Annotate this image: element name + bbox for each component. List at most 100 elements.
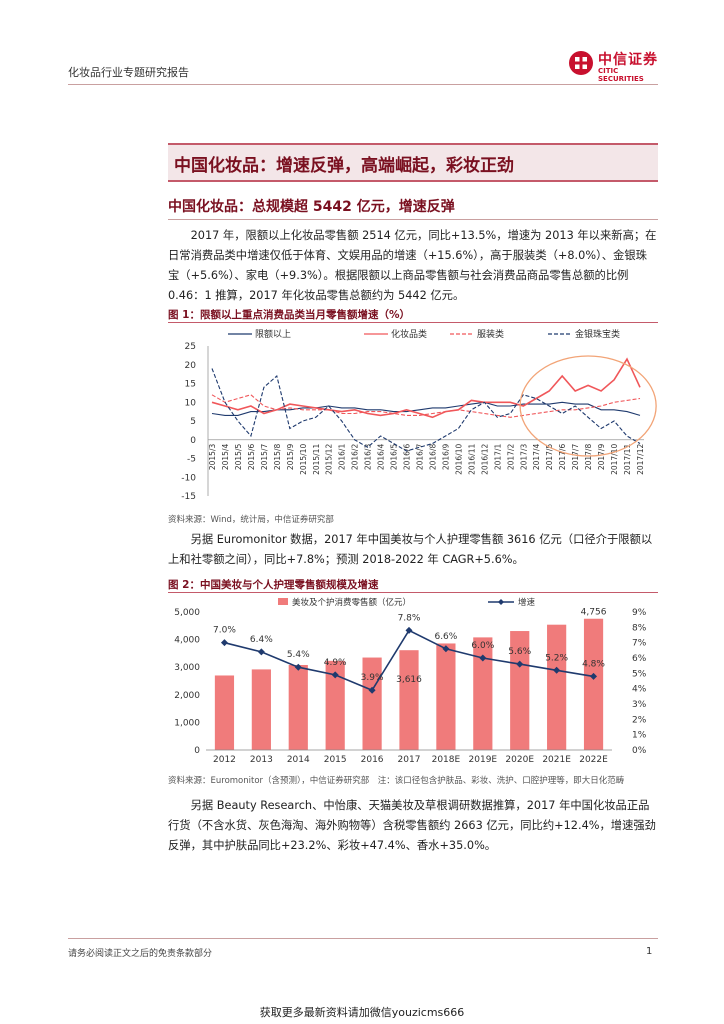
y-right-tick-label: 0% [632, 746, 647, 756]
paragraph-3: 另据 Beauty Research、中怡康、天猫美妆及草根调研数据推算，201… [168, 796, 658, 856]
growth-marker [405, 626, 413, 634]
x-tick-label: 2017/12 [636, 444, 645, 475]
y-right-tick-label: 3% [632, 700, 647, 710]
x-tick-label: 2015/3 [208, 444, 217, 471]
bar-2021E [547, 624, 567, 750]
x-tick-label: 2016/9 [441, 444, 450, 471]
paragraph-2: 另据 Euromonitor 数据，2017 年中国美妆与个人护理零售额 361… [168, 530, 658, 570]
growth-value-label: 7.8% [398, 613, 421, 623]
y-left-tick-label: 5,000 [174, 608, 200, 618]
bar-value-label: 4,756 [581, 608, 607, 618]
x-tick-label: 2016/3 [364, 444, 373, 471]
paragraph-1-text: 2017 年，限额以上化妆品零售额 2514 亿元，同比+13.5%，增速为 2… [168, 229, 657, 302]
x-tick-label: 2016/6 [403, 444, 412, 471]
x-tick-label: 2013 [250, 755, 273, 765]
paragraph-2-text: 另据 Euromonitor 数据，2017 年中国美妆与个人护理零售额 361… [168, 533, 653, 566]
x-tick-label: 2015/12 [325, 444, 334, 475]
x-tick-label: 2017/8 [584, 444, 593, 471]
x-tick-label: 2015/5 [234, 444, 243, 471]
bar-2018E [436, 643, 456, 750]
bottom-watermark-note: 获取更多最新资料请加微信youzicms666 [259, 1006, 465, 1019]
bar-2020E [510, 631, 530, 750]
y-right-tick-label: 2% [632, 715, 647, 725]
y-tick-label: -5 [187, 455, 196, 465]
y-right-tick-label: 4% [632, 685, 647, 695]
y-tick-label: 25 [185, 342, 196, 352]
figure-2-source: 资料来源：Euromonitor（含预测），中信证券研究部 注：该口径包含护肤品… [168, 776, 625, 786]
header-divider [68, 84, 658, 85]
x-tick-label: 2017/6 [558, 444, 567, 471]
logo-text-en: CITIC SECURITIES [598, 67, 644, 83]
section-title: 中国化妆品：总规模超 5442 亿元，增速反弹 [168, 199, 455, 215]
bar-2014 [288, 664, 308, 750]
x-tick-label: 2017/3 [519, 444, 528, 471]
legend-bar-label: 美妆及个护消费零售额（亿元） [292, 597, 411, 608]
x-tick-label: 2017/1 [493, 444, 502, 471]
growth-value-label: 4.9% [324, 658, 347, 668]
growth-marker [368, 686, 376, 694]
growth-value-label: 6.6% [434, 632, 457, 642]
y-left-tick-label: 4,000 [174, 636, 200, 646]
y-tick-label: -15 [181, 492, 196, 502]
citic-logo-icon [569, 51, 593, 75]
y-right-tick-label: 6% [632, 654, 647, 664]
y-right-tick-label: 5% [632, 669, 647, 679]
x-tick-label: 2016/11 [467, 444, 476, 475]
x-tick-label: 2017 [398, 755, 421, 765]
bar-2022E [583, 618, 604, 750]
growth-marker [553, 666, 561, 674]
legend-line-marker [498, 599, 504, 605]
x-tick-label: 2015/7 [260, 444, 269, 471]
chapter-banner: 中国化妆品：增速反弹，高端崛起，彩妆正劲 [168, 143, 658, 182]
growth-value-label: 6.4% [250, 635, 273, 645]
citic-logo: 中信证券 CITIC SECURITIES [568, 48, 660, 83]
x-tick-label: 2020E [505, 755, 534, 765]
bar-2016 [362, 657, 382, 750]
x-tick-label: 2015/6 [247, 444, 256, 471]
growth-marker [294, 663, 302, 671]
bar-2015 [325, 660, 345, 750]
figure-1-source: 资料来源：Wind，统计局，中信证券研究部 [168, 515, 334, 525]
page-number: 1 [646, 946, 653, 957]
growth-marker [331, 671, 339, 679]
growth-value-label: 5.4% [287, 650, 310, 660]
legend-line-label: 增速 [518, 597, 536, 608]
growth-value-label: 6.0% [471, 641, 494, 651]
x-tick-label: 2016/7 [416, 444, 425, 471]
x-tick-label: 2016/2 [351, 444, 360, 471]
growth-value-label: 7.0% [213, 626, 236, 636]
x-tick-label: 2017/5 [545, 444, 554, 471]
figure-2-combo-chart: 美妆及个护消费零售额（亿元） 增速 5,000 4,000 3,000 2,000 1,00… [174, 597, 647, 765]
x-tick-label: 2017/10 [610, 444, 619, 475]
series-line-3 [211, 368, 641, 452]
series-line-0 [211, 401, 641, 416]
y-left-tick-label: 0 [194, 746, 200, 756]
x-tick-label: 2015/10 [299, 444, 308, 475]
legend-label-0: 限额以上 [255, 328, 291, 340]
logo-text-cn: 中信证券 [598, 52, 658, 68]
x-tick-label: 2015/9 [286, 444, 295, 471]
legend-label-1: 化妆品类 [391, 328, 427, 340]
growth-value-label: 5.2% [545, 653, 568, 663]
y-right-tick-label: 7% [632, 639, 647, 649]
x-tick-label: 2014 [287, 755, 310, 765]
highlight-ellipse [519, 355, 657, 457]
x-tick-label: 2015/4 [221, 444, 230, 471]
growth-marker [442, 645, 450, 653]
bar-2017 [399, 650, 419, 750]
y-left-tick-label: 3,000 [174, 663, 200, 673]
x-tick-label: 2015 [324, 755, 347, 765]
figure-2-title: 图 2：中国美妆与个人护理零售额规模及增速 [168, 579, 379, 591]
bar-2012 [214, 675, 235, 750]
x-tick-label: 2015/8 [273, 444, 282, 471]
x-tick-label: 2016/10 [454, 444, 463, 475]
paragraph-3-text: 另据 Beauty Research、中怡康、天猫美妆及草根调研数据推算，201… [168, 799, 656, 852]
report-title: 化妆品行业专题研究报告 [68, 66, 189, 79]
x-tick-label: 2016/4 [377, 444, 386, 471]
figure-1-title: 图 1：限额以上重点消费品类当月零售额增速（%） [168, 309, 410, 321]
y-right-tick-label: 1% [632, 731, 647, 741]
legend-label-2: 服装类 [477, 328, 504, 340]
section-divider [168, 219, 658, 220]
footer-disclaimer: 请务必阅读正文之后的免责条款部分 [68, 949, 213, 959]
x-tick-label: 2016/8 [428, 444, 437, 471]
